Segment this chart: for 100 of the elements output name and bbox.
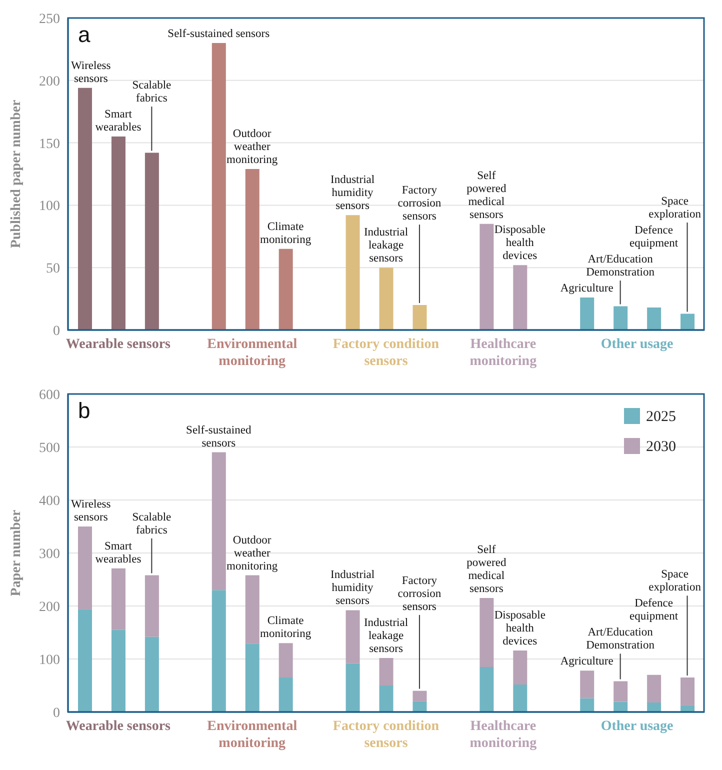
x-tick-label: Disposable health devices (494, 610, 546, 648)
x-tick-label: Industrial humidity sensors (330, 174, 375, 212)
text: Factory condition sensors (332, 719, 440, 751)
text: Wearable sensors (66, 719, 172, 734)
text: Environmental monitoring (207, 719, 298, 751)
bar (111, 136, 126, 330)
text: Wearable sensors (66, 337, 172, 352)
bar (245, 169, 260, 330)
x-tick-label: Defence equipment (630, 224, 679, 250)
x-tick-label: Industrial humidity sensors (330, 569, 375, 608)
y-tick-label: 400 (39, 494, 60, 509)
bar (212, 452, 226, 590)
x-tick-label: Self-sustained sensors (168, 28, 270, 40)
bar (212, 42, 226, 330)
x-tick-label: Scalable fabrics (132, 511, 172, 536)
bar (513, 650, 528, 684)
y-axis-title: Published paper number (8, 100, 24, 248)
bar (614, 306, 628, 330)
bar (614, 702, 628, 712)
bar (379, 686, 394, 712)
bar (144, 575, 159, 637)
y-tick-label: 200 (39, 74, 60, 90)
bar (379, 658, 394, 686)
x-tick-label: Space exploration (648, 196, 702, 221)
y-tick-label: 250 (39, 12, 60, 27)
bar (346, 215, 360, 330)
bar (580, 698, 594, 712)
x-tick-label: Space exploration (648, 568, 702, 594)
x-tick-label: Industrial leakage sensors (364, 226, 408, 265)
bar (278, 678, 293, 712)
legend-label: 2030 (646, 439, 676, 455)
chart-title: a (78, 22, 91, 47)
x-tick-label: Scalable fabrics (132, 80, 172, 105)
x-tick-label: Smart wearables (95, 108, 142, 134)
x-tick-label: Wireless sensors (70, 60, 112, 85)
y-tick-label: 200 (39, 600, 60, 615)
bar (680, 705, 695, 712)
x-tick-label: Climate monitoring (260, 615, 312, 640)
y-tick-label: 500 (39, 440, 60, 456)
bar (212, 590, 226, 712)
y-tick-label: 600 (39, 388, 60, 403)
y-tick-label: 50 (46, 262, 60, 277)
bar (111, 630, 126, 712)
bar (647, 308, 662, 330)
bar (412, 701, 427, 712)
bar (144, 636, 159, 712)
y-tick-label: 0 (53, 324, 60, 339)
y-tick-label: 100 (39, 652, 60, 668)
x-tick-label: Industrial leakage sensors (364, 616, 408, 655)
y-axis-title: Paper number (8, 510, 24, 596)
bar (346, 663, 360, 712)
bar (245, 644, 260, 712)
bar (278, 643, 293, 678)
y-tick-label: 150 (39, 136, 60, 152)
text: Environmental monitoring (207, 337, 298, 369)
bar (78, 88, 92, 330)
bar (647, 674, 662, 702)
x-tick-label: Self powered medical sensors (466, 170, 506, 221)
chart-title: b (78, 398, 90, 423)
x-tick-label: Agriculture (560, 656, 614, 668)
x-tick-label: Disposable health devices (494, 224, 546, 262)
bar (680, 314, 695, 330)
text: Other usage (600, 719, 674, 734)
bar (111, 568, 126, 630)
bar (480, 224, 494, 330)
bar (412, 690, 427, 702)
legend-label: 2025 (646, 409, 676, 425)
text: Healthcare monitoring (470, 719, 537, 751)
bar (580, 670, 594, 698)
x-tick-label: Art/Education Demonstration (586, 626, 655, 652)
bar (513, 684, 528, 712)
bar (580, 298, 594, 330)
x-tick-label: Outdoor weather monitoring (226, 128, 278, 166)
bar (144, 152, 159, 330)
bar (245, 575, 260, 644)
bar (680, 678, 695, 706)
x-tick-label: Smart wearables (95, 540, 142, 566)
bar (346, 610, 360, 664)
x-tick-label: Agriculture (560, 282, 614, 295)
bar (480, 598, 494, 667)
text: Other usage (600, 337, 674, 352)
text: Factory condition sensors (332, 337, 440, 369)
x-tick-label: Art/Education Demonstration (586, 254, 655, 279)
x-tick-label: Climate monitoring (260, 220, 312, 246)
y-tick-label: 0 (53, 706, 60, 721)
bar (614, 681, 628, 702)
bar (379, 268, 394, 330)
x-tick-label: Self-sustained sensors (186, 424, 252, 450)
x-tick-label: Self powered medical sensors (466, 544, 506, 596)
bar (412, 305, 427, 330)
bar (513, 265, 528, 330)
bar (78, 609, 92, 712)
y-tick-label: 100 (39, 199, 60, 214)
bar (278, 248, 293, 330)
x-tick-label: Factory corrosion sensors (398, 184, 442, 223)
x-tick-label: Factory corrosion sensors (398, 574, 442, 613)
text: Healthcare monitoring (470, 337, 537, 369)
x-tick-label: Wireless sensors (70, 498, 112, 524)
bar (647, 702, 662, 712)
bar (78, 526, 92, 610)
